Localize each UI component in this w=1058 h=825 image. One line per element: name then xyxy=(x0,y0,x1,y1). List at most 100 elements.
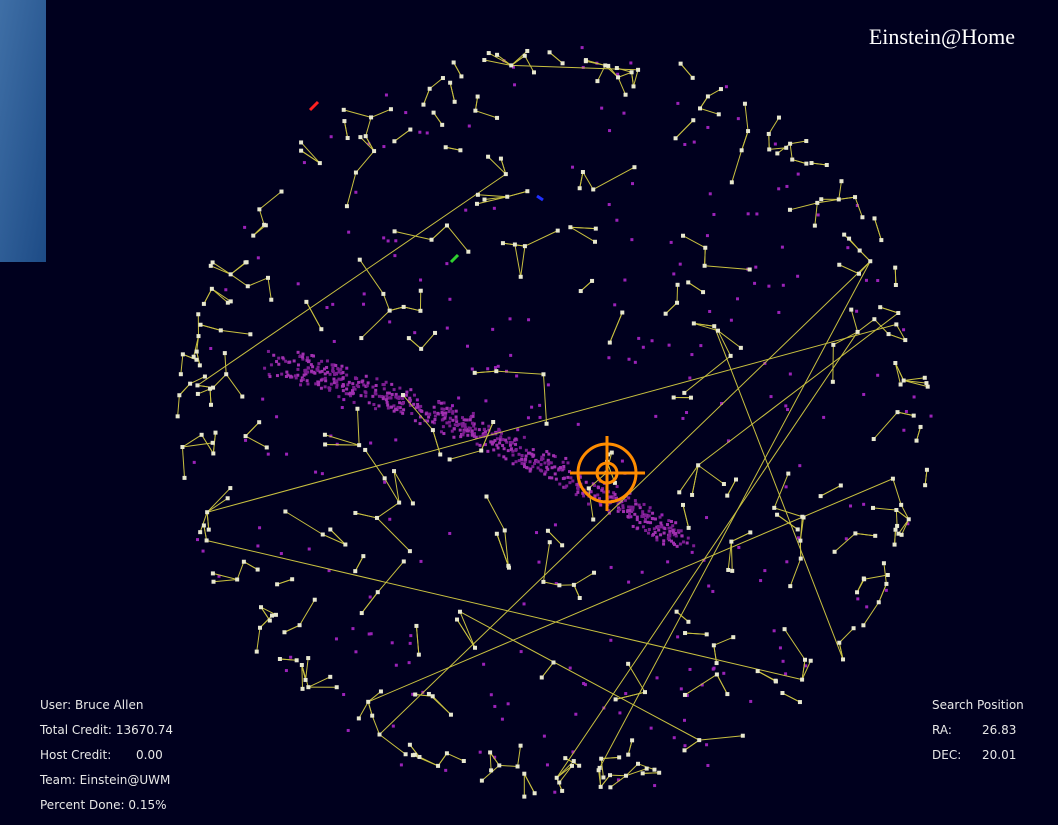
star xyxy=(678,61,683,66)
milky-way-star xyxy=(394,392,398,396)
constellation-line xyxy=(403,306,421,312)
star xyxy=(603,63,608,68)
star xyxy=(830,379,835,384)
milky-way-star xyxy=(597,497,601,501)
faint-star xyxy=(583,683,587,687)
star xyxy=(515,764,520,769)
constellation-line xyxy=(541,662,554,678)
star xyxy=(328,674,333,679)
star xyxy=(842,232,847,237)
constellation-line xyxy=(489,752,500,766)
faint-star xyxy=(724,85,728,89)
faint-star xyxy=(554,582,558,586)
star xyxy=(518,274,523,279)
constellation-line xyxy=(588,472,607,489)
star xyxy=(629,70,634,75)
star xyxy=(596,768,601,773)
milky-way-star xyxy=(522,462,526,466)
milky-way-star xyxy=(463,423,467,427)
constellation-line xyxy=(573,572,595,586)
faint-star xyxy=(855,203,859,207)
constellation-line xyxy=(773,473,789,509)
milky-way-star xyxy=(621,506,625,510)
star xyxy=(824,162,829,167)
star xyxy=(497,763,502,768)
constellation-line xyxy=(196,336,200,352)
faint-star xyxy=(708,192,712,196)
star xyxy=(547,50,552,55)
constellation-line xyxy=(446,225,469,253)
milky-way-star xyxy=(386,391,390,395)
faint-star xyxy=(649,726,653,730)
milky-way-star xyxy=(601,487,605,491)
faint-star xyxy=(796,536,800,540)
star xyxy=(773,678,778,683)
milky-way-star xyxy=(267,372,271,376)
star xyxy=(815,200,820,205)
star xyxy=(675,300,680,305)
constellation-line xyxy=(579,171,584,189)
milky-way-star xyxy=(524,454,528,458)
star xyxy=(686,619,691,624)
star xyxy=(353,170,358,175)
star xyxy=(257,625,262,630)
star xyxy=(491,420,496,425)
star xyxy=(577,763,582,768)
constellation-line xyxy=(704,247,706,266)
star xyxy=(194,349,199,354)
milky-way-star xyxy=(323,376,327,380)
star xyxy=(715,328,720,333)
star xyxy=(299,140,304,145)
star xyxy=(878,305,883,310)
faint-star xyxy=(865,605,869,609)
constellation-line xyxy=(500,158,507,175)
faint-star xyxy=(706,125,710,129)
constellation-line xyxy=(558,765,573,783)
constellation-line xyxy=(872,507,897,511)
star xyxy=(571,759,576,764)
star xyxy=(539,675,544,680)
constellation-line xyxy=(182,353,197,361)
milky-way-star xyxy=(668,534,672,538)
star xyxy=(608,773,613,778)
star xyxy=(304,299,309,304)
star xyxy=(363,134,368,139)
constellation-line xyxy=(570,226,596,243)
constellation-line xyxy=(488,52,512,66)
constellation-line xyxy=(445,146,461,151)
milky-way-star xyxy=(296,367,300,371)
star xyxy=(357,443,362,448)
constellation-line xyxy=(897,411,914,417)
faint-star xyxy=(676,635,680,639)
milky-way-star xyxy=(517,459,521,463)
milky-way-star xyxy=(500,431,504,435)
star xyxy=(518,743,523,748)
star xyxy=(703,245,708,250)
milky-way-star xyxy=(498,441,502,445)
faint-star xyxy=(822,415,826,419)
star xyxy=(691,321,696,326)
milky-way-star xyxy=(315,367,319,371)
star xyxy=(210,440,215,445)
milky-way-star xyxy=(607,509,611,513)
constellation-line xyxy=(901,519,910,536)
milky-way-star xyxy=(474,435,478,439)
milky-way-star xyxy=(385,400,389,404)
star xyxy=(403,752,408,757)
constellation-line xyxy=(676,284,679,303)
constellation-line xyxy=(600,758,604,778)
star xyxy=(836,197,841,202)
milky-way-star xyxy=(653,531,657,535)
star xyxy=(265,275,270,280)
milky-way-star xyxy=(676,529,680,533)
milky-way-star xyxy=(433,410,437,414)
faint-star xyxy=(705,234,709,238)
milky-way-star xyxy=(528,469,532,473)
faint-star xyxy=(580,46,584,50)
faint-star xyxy=(342,693,346,697)
milky-way-star xyxy=(671,529,675,533)
faint-star xyxy=(618,711,622,715)
milky-way-star xyxy=(386,396,390,400)
constellation-line xyxy=(245,435,267,448)
star xyxy=(894,508,899,513)
